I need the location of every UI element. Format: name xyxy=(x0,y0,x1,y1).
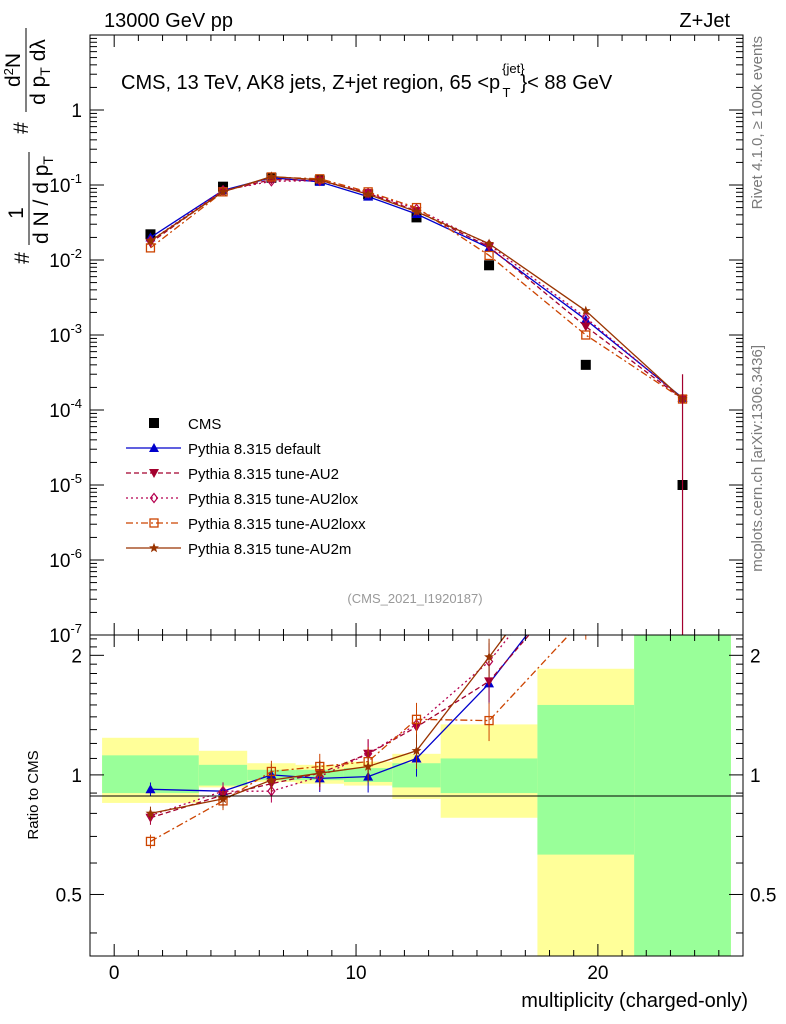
cms-point-7 xyxy=(580,359,591,370)
main-y-tick-label-7: 1 xyxy=(71,101,82,122)
legend-label-au2loxx: Pythia 8.315 tune-AU2loxx xyxy=(188,516,366,533)
ratio-point-au2m-3 xyxy=(314,768,325,778)
main-point-au2loxx-7 xyxy=(581,330,591,340)
plot-title: CMS, 13 TeV, AK8 jets, Z+jet region, 65 … xyxy=(121,61,613,100)
ratio-y-tick-label-right-1: 1 xyxy=(750,766,761,787)
svg-text:d pT dλ: d pT dλ xyxy=(27,39,53,105)
band-inner-7 xyxy=(537,704,635,855)
ratio-point-au2m-1 xyxy=(218,793,228,804)
legend-swatch-au2lox xyxy=(149,492,159,504)
axis-tick-labels: 0 10 20 10-7 10-6 10-5 10-4 10-3 10-2 10-1 1 0.5 0.5… xyxy=(49,101,776,984)
main-point-au2lox-1 xyxy=(218,184,228,196)
legend-label-au2lox: Pythia 8.315 tune-AU2lox xyxy=(188,491,359,508)
ratio-point-au2m-0 xyxy=(145,808,156,818)
ratio-series-layer xyxy=(145,522,591,849)
ratio-point-au2m-6 xyxy=(484,651,494,662)
main-point-default-7 xyxy=(580,314,591,324)
ratio-y-tick-label-left-1: 1 xyxy=(71,766,82,787)
main-point-au2m-0 xyxy=(145,235,156,246)
main-series-layer xyxy=(145,171,688,635)
legend-label-au2m: Pythia 8.315 tune-AU2m xyxy=(188,541,351,558)
main-point-au2m-7 xyxy=(580,305,591,315)
main-point-au2m-6 xyxy=(484,238,494,248)
ratio-point-default-0 xyxy=(145,784,156,794)
legend-label-default: Pythia 8.315 default xyxy=(188,441,321,458)
side-label-rivet: Rivet 4.1.0, ≥ 100k events xyxy=(749,36,766,209)
main-y-axis-label: # 1 d N / d pT # d2N d pT dλ xyxy=(1,28,56,264)
main-point-au2loxx-6 xyxy=(484,250,494,261)
legend-swatch-au2 xyxy=(149,469,159,478)
ratio-y-tick-label-left-2: 2 xyxy=(71,646,82,667)
ratio-point-au2m-2 xyxy=(266,774,277,785)
axis-ticks xyxy=(89,34,744,956)
main-point-au2lox-7 xyxy=(581,312,591,324)
main-point-au2m-4 xyxy=(363,189,374,199)
main-point-au2m-1 xyxy=(218,186,228,197)
legend-swatch-cms xyxy=(149,418,159,428)
ratio-point-au2lox-7 xyxy=(582,536,589,545)
main-y-tick-label-6: 10-1 xyxy=(49,171,82,197)
main-point-au2m-5 xyxy=(411,206,422,216)
legend-label-au2: Pythia 8.315 tune-AU2 xyxy=(188,466,339,483)
x-tick-label-1: 10 xyxy=(345,963,366,984)
ratio-point-au2m-4 xyxy=(363,761,374,771)
svg-text:1: 1 xyxy=(5,207,28,219)
ratio-point-au2loxx-7 xyxy=(582,613,590,621)
side-label-mcplots: mcplots.cern.ch [arXiv:1306.3436] xyxy=(749,345,766,572)
legend-swatch-au2m xyxy=(149,542,159,553)
svg-text:d N / d pT: d N / d pT xyxy=(30,156,56,244)
main-point-au2m-2 xyxy=(266,171,277,181)
ratio-y-tick-label-right-2: 2 xyxy=(750,646,761,667)
main-point-au2-7 xyxy=(580,322,591,332)
band-inner-1 xyxy=(198,764,248,786)
header-energy: 13000 GeV pp xyxy=(104,10,233,32)
ratio-point-au2loxx-0 xyxy=(145,836,156,847)
analysis-id: (CMS_2021_I1920187) xyxy=(347,591,482,606)
main-y-tick-label-0: 10-7 xyxy=(49,621,82,647)
main-y-tick-label-1: 10-6 xyxy=(49,546,82,572)
legend: CMS Pythia 8.315 default Pythia 8.315 tune… xyxy=(126,416,366,558)
main-y-tick-label-3: 10-4 xyxy=(49,396,82,422)
ratio-y-axis-label: Ratio to CMS xyxy=(25,750,42,839)
main-point-au2m-3 xyxy=(314,174,325,185)
x-axis-label: multiplicity (charged-only) xyxy=(521,990,748,1012)
cms-point-6 xyxy=(484,260,495,271)
svg-text:#: # xyxy=(11,252,34,264)
ratio-point-au2loxx-6 xyxy=(484,715,494,726)
main-y-tick-label-2: 10-5 xyxy=(49,471,82,497)
ratio-point-au2-7 xyxy=(581,565,591,574)
band-inner-6 xyxy=(440,758,538,794)
main-y-tick-label-5: 10-2 xyxy=(49,246,82,272)
x-tick-label-2: 20 xyxy=(587,963,608,984)
ratio-point-au2loxx-5 xyxy=(411,714,422,724)
ratio-y-tick-label-left-0: 0.5 xyxy=(56,885,82,906)
legend-label-cms: CMS xyxy=(188,416,221,433)
ratio-point-default-7 xyxy=(581,554,591,563)
legend-swatch-default xyxy=(149,443,159,452)
svg-text:d2N: d2N xyxy=(1,53,25,87)
ratio-y-tick-label-right-0: 0.5 xyxy=(750,885,776,906)
main-point-au2lox-4 xyxy=(363,187,373,199)
x-tick-label-0: 0 xyxy=(109,963,120,984)
main-y-tick-label-4: 10-3 xyxy=(49,321,82,347)
ratio-point-au2m-7 xyxy=(581,522,591,531)
legend-swatch-au2loxx xyxy=(149,518,159,528)
svg-text:#: # xyxy=(10,122,33,134)
main-point-au2loxx-0 xyxy=(145,243,156,253)
header-process: Z+Jet xyxy=(679,10,730,32)
ratio-point-au2m-5 xyxy=(411,745,422,755)
